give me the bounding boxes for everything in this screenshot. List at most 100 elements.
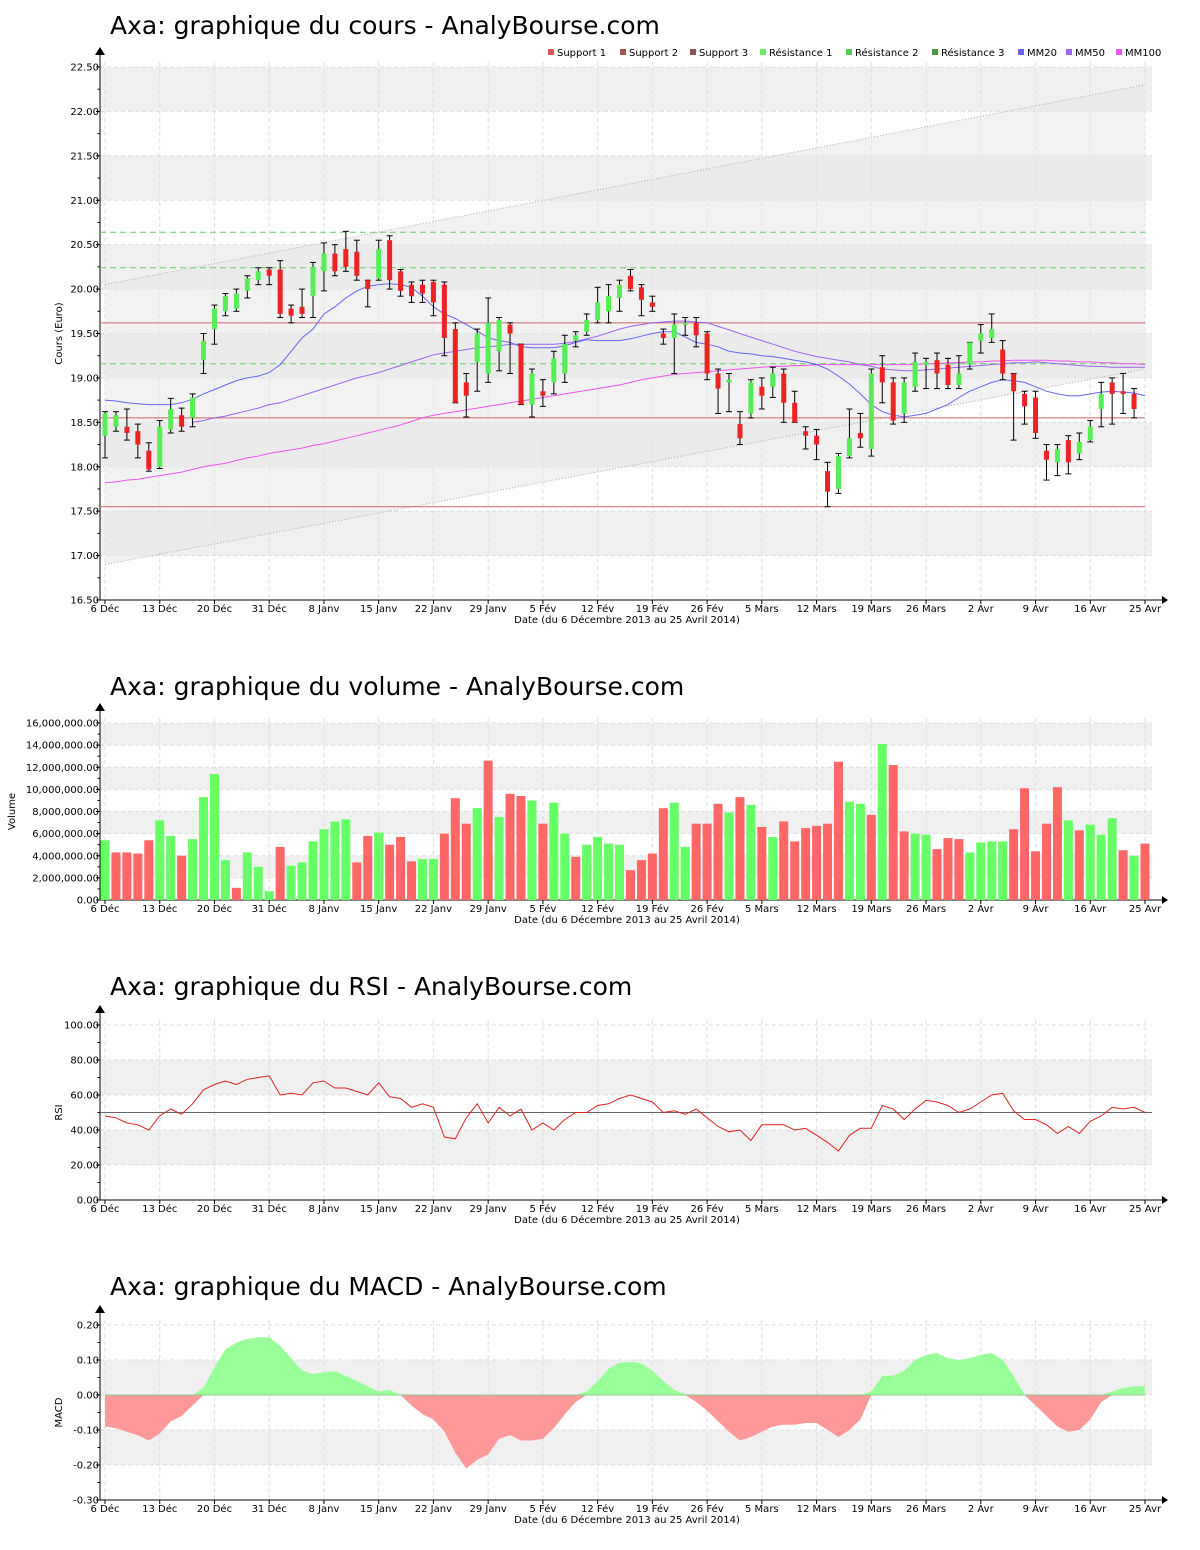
candle-body (113, 415, 119, 427)
band (100, 811, 1152, 834)
volume-bar (264, 891, 274, 900)
candle-body (518, 344, 524, 405)
candle-body (233, 293, 239, 309)
macd-chart-panel: Axa: graphique du MACD - AnalyBourse.com… (54, 1272, 1168, 1526)
x-tick-label: 6 Déc (91, 603, 120, 615)
y-tick-label: 17.00 (70, 551, 99, 562)
macd-negative-area (105, 1395, 1145, 1469)
candle-body (649, 302, 655, 307)
candle-body (726, 379, 732, 383)
y-tick-label: 60.00 (70, 1091, 99, 1102)
x-tick-label: 31 Déc (252, 1503, 287, 1515)
y-tick-label: -0.10 (73, 1426, 99, 1437)
x-tick-label: 25 Avr (1129, 604, 1162, 615)
candle-body (945, 364, 951, 386)
candle-body (879, 367, 885, 383)
candle-body (430, 281, 436, 303)
volume-bar (921, 834, 931, 900)
x-tick-label: 15 Janv (360, 904, 397, 915)
x-tick-label: 31 Déc (252, 903, 287, 915)
x-axis-title: Date (du 6 Décembre 2013 au 25 Avril 201… (514, 1214, 740, 1226)
legend-label: MM50 (1075, 48, 1105, 59)
y-tick-label: 0.20 (77, 1321, 99, 1332)
x-tick-label: 9 Avr (1023, 904, 1050, 915)
volume-bar (1020, 788, 1030, 900)
y-tick-label: -0.20 (73, 1461, 99, 1472)
candle-body (1087, 426, 1093, 441)
volume-bar (866, 814, 876, 900)
candle-body (288, 308, 294, 316)
volume-bar (713, 803, 723, 900)
candle-body (222, 296, 228, 312)
y-tick-label: 100.00 (64, 1021, 99, 1032)
candle-body (1109, 382, 1115, 394)
volume-bar (636, 860, 646, 900)
x-tick-label: 19 Mars (851, 1204, 891, 1215)
candle-body (277, 269, 283, 314)
volume-bar (998, 841, 1008, 900)
candle-body (682, 322, 688, 325)
volume-bar (593, 836, 603, 900)
volume-bar (1140, 843, 1150, 900)
x-tick-label: 16 Avr (1074, 1204, 1107, 1215)
candle-body (748, 382, 754, 414)
volume-bar (297, 862, 307, 900)
candle-body (781, 373, 787, 403)
y-tick-label: 14,000,000.00 (26, 741, 99, 752)
volume-bar (275, 846, 285, 900)
x-axis-title: Date (du 6 Décembre 2013 au 25 Avril 201… (514, 614, 740, 626)
candle-body (244, 278, 250, 291)
x-axis-arrow (1162, 896, 1168, 904)
candle-body (1022, 393, 1028, 407)
x-tick-label: 15 Janv (360, 1504, 397, 1515)
legend-label: Support 1 (557, 48, 606, 59)
x-tick-label: 2 Avr (968, 604, 995, 615)
volume-bar (899, 831, 909, 900)
legend-label: Support 3 (699, 48, 748, 59)
candle-body (595, 302, 601, 321)
x-tick-label: 26 Fév (691, 1203, 724, 1215)
y-tick-label: 16,000,000.00 (26, 719, 99, 730)
y-tick-label: 6,000,000.00 (32, 829, 99, 840)
x-tick-label: 12 Mars (797, 1204, 837, 1215)
x-axis-title: Date (du 6 Décembre 2013 au 25 Avril 201… (514, 1514, 740, 1526)
x-tick-label: 19 Fév (636, 1203, 669, 1215)
x-tick-label: 5 Fév (529, 903, 556, 915)
candle-body (835, 456, 841, 489)
legend-label: Résistance 1 (769, 47, 832, 59)
candle-body (704, 333, 710, 374)
y-tick-label: 0.00 (77, 1196, 99, 1207)
candle-body (376, 249, 382, 279)
volume-bar (308, 841, 318, 900)
volume-bar (943, 838, 953, 900)
candle-body (1076, 441, 1082, 454)
volume-bar (954, 839, 964, 900)
candle-body (441, 284, 447, 338)
trend-channel (105, 84, 1145, 565)
y-tick-label: 40.00 (70, 1126, 99, 1137)
y-tick-label: 18.50 (70, 418, 99, 429)
y-tick-label: 17.50 (70, 507, 99, 518)
volume-bar (461, 823, 471, 900)
candle-body (463, 382, 469, 396)
volume-bar (1096, 834, 1106, 900)
candle-body (825, 471, 831, 492)
x-tick-label: 26 Mars (906, 604, 946, 615)
candle-body (1043, 450, 1049, 460)
candle-body (135, 431, 141, 445)
candle-body (529, 373, 535, 405)
rsi-chart-title: Axa: graphique du RSI - AnalyBourse.com (110, 972, 632, 1001)
x-tick-label: 16 Avr (1074, 604, 1107, 615)
x-tick-label: 26 Fév (691, 603, 724, 615)
y-axis-title: MACD (54, 1397, 65, 1427)
x-tick-label: 12 Fév (581, 603, 614, 615)
candle-body (496, 320, 502, 352)
candle-body (1033, 397, 1039, 433)
volume-bar (352, 862, 362, 900)
candle-body (485, 322, 491, 374)
volume-bar (177, 855, 187, 900)
y-tick-label: 19.00 (70, 373, 99, 384)
x-tick-label: 2 Avr (968, 1204, 995, 1215)
volume-bar (1129, 855, 1139, 900)
candle-body (901, 382, 907, 414)
